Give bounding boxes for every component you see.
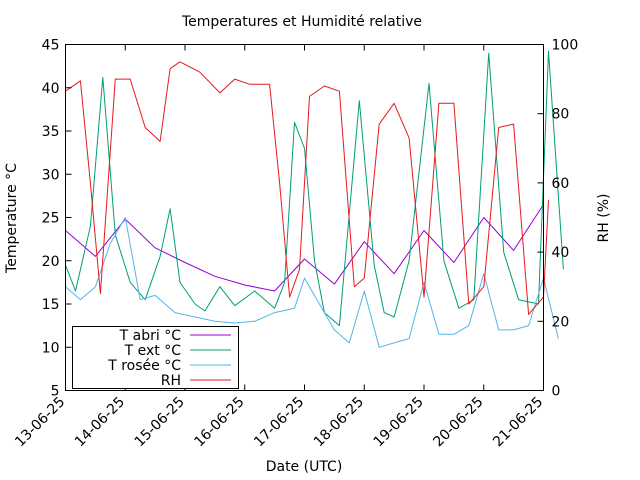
y2-tick-label: 20 [552, 314, 570, 330]
legend-box [72, 326, 239, 389]
legend-entry-label: T ext °C [124, 343, 182, 359]
y-tick-label: 30 [42, 167, 60, 183]
x-axis-label: Date (UTC) [266, 459, 343, 475]
y2-tick-label: 80 [552, 107, 570, 123]
x-tick-label: 21-06-25 [490, 394, 546, 450]
y-tick-label: 40 [42, 81, 60, 97]
series-line-1 [65, 204, 544, 292]
series-group [65, 50, 564, 348]
x-tick-label: 16-06-25 [191, 394, 247, 450]
y2-tick-label: 100 [552, 38, 579, 54]
x-tick-label: 13-06-25 [12, 394, 68, 450]
x-tick-label: 17-06-25 [251, 394, 307, 450]
series-line-2 [65, 50, 564, 327]
series-line-4 [65, 61, 549, 315]
legend: T abri °CT ext °CT rosée °CRH [72, 326, 239, 389]
y-tick-label: 35 [42, 124, 60, 140]
legend-entry-label: RH [161, 373, 181, 389]
chart-title: Temperatures et Humidité relative [181, 14, 422, 30]
y-tick-label: 20 [42, 254, 60, 270]
y-tick-label: 25 [42, 211, 60, 227]
y-tick-label: 5 [51, 384, 60, 400]
x-tick-label: 14-06-25 [72, 394, 128, 450]
y2-tick-label: 0 [552, 384, 561, 400]
x-tick-label: 15-06-25 [132, 394, 188, 450]
y-tick-label: 15 [42, 297, 60, 313]
x-tick-label: 19-06-25 [371, 394, 427, 450]
y-tick-label: 45 [42, 38, 60, 54]
x-tick-label: 20-06-25 [430, 394, 486, 450]
legend-entry-label: T rosée °C [107, 358, 181, 374]
series-line-3 [65, 217, 559, 348]
y2-tick-label: 40 [552, 245, 570, 261]
legend-entry-label: T abri °C [119, 328, 182, 344]
y2-tick-label: 60 [552, 176, 570, 192]
y-axis-label: Temperature °C [4, 163, 20, 274]
y2-axis-label: RH (%) [596, 194, 612, 243]
y-tick-label: 10 [42, 340, 60, 356]
x-tick-label: 18-06-25 [311, 394, 367, 450]
